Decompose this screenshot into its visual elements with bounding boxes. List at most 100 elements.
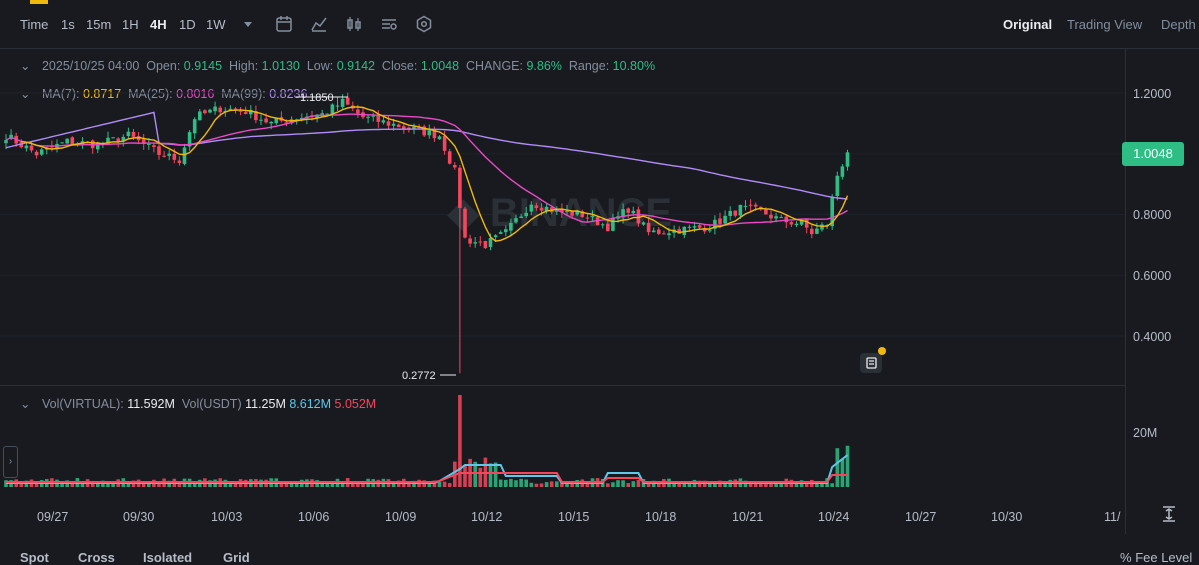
tab-isolated[interactable]: Isolated bbox=[143, 550, 193, 565]
candle-body bbox=[391, 123, 396, 126]
candle-body bbox=[172, 153, 177, 160]
candle-body bbox=[519, 216, 523, 218]
volume-bar bbox=[835, 448, 840, 487]
candle-body bbox=[453, 165, 457, 168]
volume-bar bbox=[549, 481, 554, 487]
candle-body bbox=[748, 204, 753, 206]
view-depth[interactable]: Depth bbox=[1161, 17, 1196, 32]
price-axis-label: 0.8000 bbox=[1133, 208, 1172, 222]
tab-cross[interactable]: Cross bbox=[78, 550, 115, 565]
timeframe-4h[interactable]: 4H bbox=[150, 17, 167, 32]
candle-body bbox=[96, 142, 100, 150]
calendar-icon[interactable] bbox=[275, 15, 293, 33]
candle-body bbox=[106, 137, 110, 144]
ma25-value: 0.8016 bbox=[176, 87, 215, 101]
volume-bar bbox=[830, 483, 834, 487]
candle-body bbox=[585, 217, 590, 219]
fee-level-link[interactable]: % Fee Level bbox=[1120, 550, 1192, 565]
timeframe-1h[interactable]: 1H bbox=[122, 17, 139, 32]
candle-datetime: 2025/10/25 04:00 bbox=[41, 59, 140, 73]
candle-body bbox=[4, 140, 8, 144]
candlestick-icon[interactable] bbox=[345, 15, 363, 33]
collapse-ma-chevron-icon[interactable]: ⌄ bbox=[20, 87, 31, 101]
volume-bar bbox=[657, 483, 661, 487]
candle-body bbox=[162, 155, 166, 157]
tab-grid[interactable]: Grid bbox=[223, 550, 250, 565]
date-axis-label: 09/30 bbox=[123, 510, 155, 524]
candle-body bbox=[468, 238, 472, 244]
volume-bar bbox=[759, 481, 763, 487]
date-axis-label: 10/06 bbox=[298, 510, 330, 524]
candle-body bbox=[141, 139, 146, 144]
ma7-value: 0.8717 bbox=[82, 87, 122, 101]
settings-hexagon-icon[interactable] bbox=[415, 15, 433, 33]
candle-body bbox=[198, 111, 202, 121]
volume-bar bbox=[606, 483, 610, 487]
candle-body bbox=[631, 210, 636, 214]
candle-body bbox=[136, 136, 141, 141]
volume-bar bbox=[616, 480, 620, 487]
candle-body bbox=[60, 142, 64, 144]
tab-spot[interactable]: Spot bbox=[20, 550, 49, 565]
low-label: Low: bbox=[306, 59, 334, 73]
volume-bar bbox=[524, 479, 528, 487]
volume-bar bbox=[611, 482, 615, 487]
candle-body bbox=[611, 218, 615, 231]
notes-icon[interactable] bbox=[860, 353, 882, 373]
volume-ma-value-1: 8.612M bbox=[289, 397, 332, 411]
candle-body bbox=[779, 217, 783, 219]
volume-bar bbox=[294, 481, 299, 487]
volume-usdt-label: Vol(USDT) bbox=[181, 397, 242, 411]
collapse-volume-chevron-icon[interactable]: ⌄ bbox=[20, 397, 31, 411]
price-chart[interactable]: ◆ BINANCE 1.1850 0.2772 bbox=[0, 48, 1125, 534]
volume-bar bbox=[723, 481, 727, 487]
volume-bar bbox=[514, 480, 518, 487]
indicators-icon[interactable] bbox=[380, 15, 398, 33]
volume-bar bbox=[320, 481, 324, 487]
candle-body bbox=[743, 205, 748, 207]
candle-body bbox=[657, 229, 661, 234]
expand-panel-chevron-icon[interactable]: › bbox=[3, 446, 18, 478]
candle-body bbox=[447, 151, 452, 164]
candle-body bbox=[687, 226, 692, 228]
more-timeframes-icon[interactable] bbox=[242, 15, 254, 33]
volume-bar bbox=[70, 482, 75, 487]
candle-body bbox=[769, 214, 773, 219]
timeframe-time[interactable]: Time bbox=[20, 17, 49, 32]
low-marker-label: 0.2772 bbox=[402, 370, 436, 382]
candle-body bbox=[335, 105, 340, 107]
fit-height-icon[interactable] bbox=[1160, 505, 1178, 523]
candle-body bbox=[697, 225, 702, 228]
volume-bar bbox=[820, 482, 824, 487]
candle-body bbox=[269, 121, 273, 124]
volume-bar bbox=[498, 479, 503, 487]
candle-body bbox=[463, 208, 467, 238]
volume-axis-label: 20M bbox=[1133, 426, 1158, 440]
collapse-chevron-icon[interactable]: ⌄ bbox=[20, 59, 31, 73]
volume-bar bbox=[570, 483, 574, 487]
volume-bar bbox=[391, 483, 396, 487]
timeframe-15m[interactable]: 15m bbox=[86, 17, 112, 32]
timeframe-1s[interactable]: 1s bbox=[61, 17, 75, 32]
candle-body bbox=[488, 237, 493, 247]
candle-body bbox=[478, 241, 483, 243]
view-trading-view[interactable]: Trading View bbox=[1067, 17, 1143, 32]
timeframe-1w[interactable]: 1W bbox=[206, 17, 226, 32]
volume-bar bbox=[544, 482, 549, 487]
candle-body bbox=[728, 210, 732, 217]
candle-body bbox=[835, 175, 840, 196]
candle-body bbox=[509, 222, 513, 231]
volume-bar bbox=[473, 461, 477, 487]
range-value: 10.80% bbox=[612, 59, 656, 73]
timeframe-1d[interactable]: 1D bbox=[179, 17, 196, 32]
candle-body bbox=[483, 241, 488, 249]
date-axis-label: 10/30 bbox=[991, 510, 1023, 524]
volume-bar bbox=[284, 483, 289, 487]
open-label: Open: bbox=[146, 59, 181, 73]
ohlc-legend: ⌄ 2025/10/25 04:00 Open: 0.9145 High: 1.… bbox=[20, 58, 655, 73]
candle-body bbox=[70, 137, 75, 145]
volume-bar bbox=[779, 482, 783, 487]
line-chart-icon[interactable] bbox=[310, 15, 328, 33]
view-original[interactable]: Original bbox=[1003, 17, 1053, 32]
ma25-label: MA(25): bbox=[128, 87, 173, 101]
